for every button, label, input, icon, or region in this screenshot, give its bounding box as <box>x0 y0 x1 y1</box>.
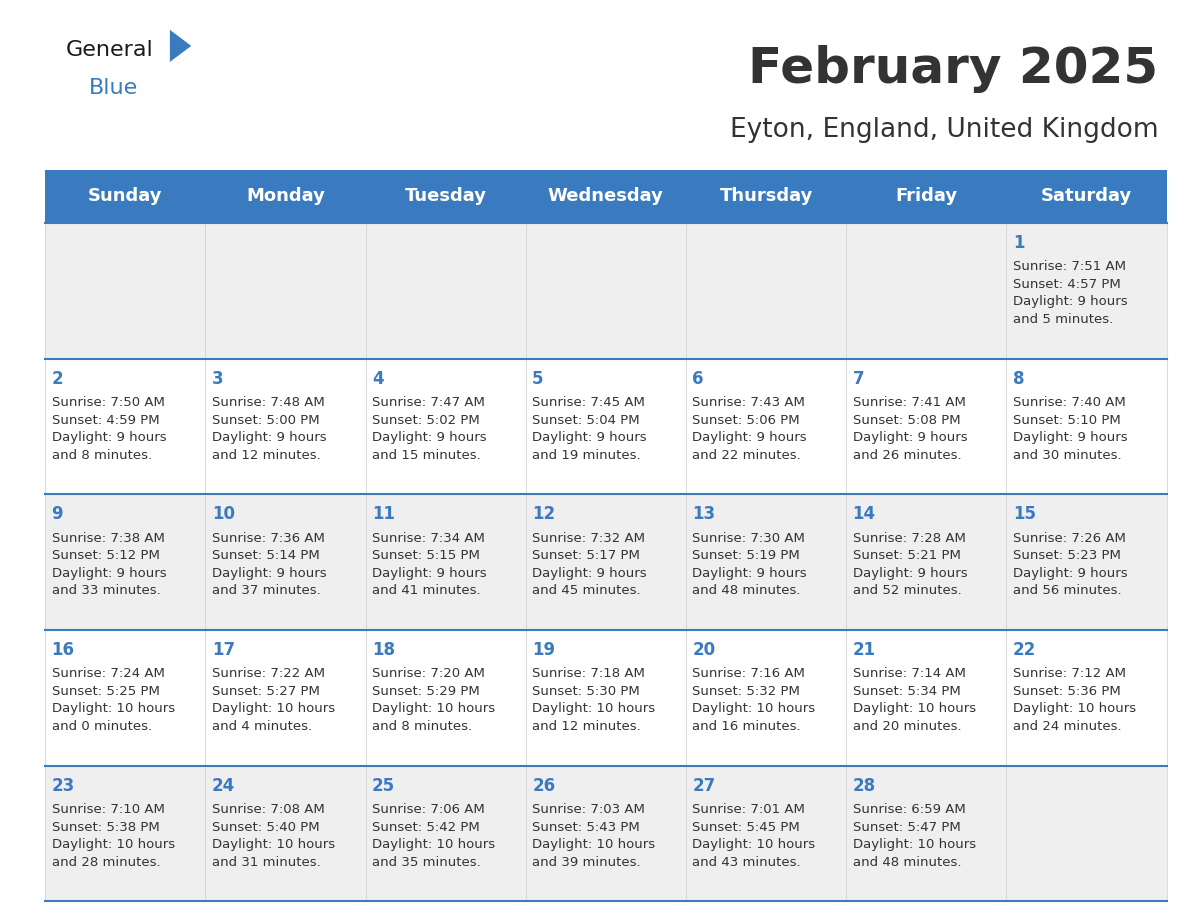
Text: 22: 22 <box>1013 641 1036 659</box>
Bar <box>45 359 1167 495</box>
Text: Eyton, England, United Kingdom: Eyton, England, United Kingdom <box>729 118 1158 143</box>
Bar <box>45 766 1167 901</box>
Text: Monday: Monday <box>246 187 324 206</box>
Text: Sunrise: 7:16 AM
Sunset: 5:32 PM
Daylight: 10 hours
and 16 minutes.: Sunrise: 7:16 AM Sunset: 5:32 PM Dayligh… <box>693 667 815 733</box>
Bar <box>45 495 1167 630</box>
Text: 12: 12 <box>532 505 555 523</box>
Text: Sunrise: 7:08 AM
Sunset: 5:40 PM
Daylight: 10 hours
and 31 minutes.: Sunrise: 7:08 AM Sunset: 5:40 PM Dayligh… <box>211 803 335 868</box>
Text: Sunrise: 6:59 AM
Sunset: 5:47 PM
Daylight: 10 hours
and 48 minutes.: Sunrise: 6:59 AM Sunset: 5:47 PM Dayligh… <box>853 803 975 868</box>
Text: 4: 4 <box>372 370 384 387</box>
Text: Sunrise: 7:45 AM
Sunset: 5:04 PM
Daylight: 9 hours
and 19 minutes.: Sunrise: 7:45 AM Sunset: 5:04 PM Dayligh… <box>532 396 646 462</box>
Text: 28: 28 <box>853 777 876 795</box>
Text: 25: 25 <box>372 777 396 795</box>
Text: Sunrise: 7:22 AM
Sunset: 5:27 PM
Daylight: 10 hours
and 4 minutes.: Sunrise: 7:22 AM Sunset: 5:27 PM Dayligh… <box>211 667 335 733</box>
Text: Sunrise: 7:36 AM
Sunset: 5:14 PM
Daylight: 9 hours
and 37 minutes.: Sunrise: 7:36 AM Sunset: 5:14 PM Dayligh… <box>211 532 327 598</box>
Text: 14: 14 <box>853 505 876 523</box>
Bar <box>206 170 366 223</box>
Text: 5: 5 <box>532 370 544 387</box>
Text: 9: 9 <box>51 505 63 523</box>
Text: Sunrise: 7:03 AM
Sunset: 5:43 PM
Daylight: 10 hours
and 39 minutes.: Sunrise: 7:03 AM Sunset: 5:43 PM Dayligh… <box>532 803 656 868</box>
Text: Sunrise: 7:32 AM
Sunset: 5:17 PM
Daylight: 9 hours
and 45 minutes.: Sunrise: 7:32 AM Sunset: 5:17 PM Dayligh… <box>532 532 646 598</box>
Text: Sunrise: 7:41 AM
Sunset: 5:08 PM
Daylight: 9 hours
and 26 minutes.: Sunrise: 7:41 AM Sunset: 5:08 PM Dayligh… <box>853 396 967 462</box>
Text: Sunrise: 7:40 AM
Sunset: 5:10 PM
Daylight: 9 hours
and 30 minutes.: Sunrise: 7:40 AM Sunset: 5:10 PM Dayligh… <box>1013 396 1127 462</box>
Text: Saturday: Saturday <box>1041 187 1132 206</box>
Text: 10: 10 <box>211 505 235 523</box>
Text: 3: 3 <box>211 370 223 387</box>
Text: Sunrise: 7:38 AM
Sunset: 5:12 PM
Daylight: 9 hours
and 33 minutes.: Sunrise: 7:38 AM Sunset: 5:12 PM Dayligh… <box>51 532 166 598</box>
Bar <box>1006 170 1167 223</box>
Text: 18: 18 <box>372 641 394 659</box>
Text: Wednesday: Wednesday <box>548 187 664 206</box>
Text: Blue: Blue <box>89 78 138 98</box>
Text: 11: 11 <box>372 505 394 523</box>
Polygon shape <box>170 29 191 62</box>
Text: 23: 23 <box>51 777 75 795</box>
Text: Sunrise: 7:47 AM
Sunset: 5:02 PM
Daylight: 9 hours
and 15 minutes.: Sunrise: 7:47 AM Sunset: 5:02 PM Dayligh… <box>372 396 487 462</box>
Text: 27: 27 <box>693 777 715 795</box>
Text: Sunrise: 7:10 AM
Sunset: 5:38 PM
Daylight: 10 hours
and 28 minutes.: Sunrise: 7:10 AM Sunset: 5:38 PM Dayligh… <box>51 803 175 868</box>
Bar <box>366 170 526 223</box>
Text: 7: 7 <box>853 370 864 387</box>
Text: Friday: Friday <box>896 187 958 206</box>
Text: 19: 19 <box>532 641 555 659</box>
Text: Sunrise: 7:30 AM
Sunset: 5:19 PM
Daylight: 9 hours
and 48 minutes.: Sunrise: 7:30 AM Sunset: 5:19 PM Dayligh… <box>693 532 807 598</box>
Text: 6: 6 <box>693 370 704 387</box>
Text: Sunrise: 7:06 AM
Sunset: 5:42 PM
Daylight: 10 hours
and 35 minutes.: Sunrise: 7:06 AM Sunset: 5:42 PM Dayligh… <box>372 803 495 868</box>
Text: 13: 13 <box>693 505 715 523</box>
Text: Sunrise: 7:26 AM
Sunset: 5:23 PM
Daylight: 9 hours
and 56 minutes.: Sunrise: 7:26 AM Sunset: 5:23 PM Dayligh… <box>1013 532 1127 598</box>
Text: February 2025: February 2025 <box>748 45 1158 93</box>
Text: 21: 21 <box>853 641 876 659</box>
Text: Sunrise: 7:28 AM
Sunset: 5:21 PM
Daylight: 9 hours
and 52 minutes.: Sunrise: 7:28 AM Sunset: 5:21 PM Dayligh… <box>853 532 967 598</box>
Text: Sunrise: 7:20 AM
Sunset: 5:29 PM
Daylight: 10 hours
and 8 minutes.: Sunrise: 7:20 AM Sunset: 5:29 PM Dayligh… <box>372 667 495 733</box>
Text: Sunrise: 7:18 AM
Sunset: 5:30 PM
Daylight: 10 hours
and 12 minutes.: Sunrise: 7:18 AM Sunset: 5:30 PM Dayligh… <box>532 667 656 733</box>
Text: 15: 15 <box>1013 505 1036 523</box>
Text: Thursday: Thursday <box>720 187 813 206</box>
Text: 2: 2 <box>51 370 63 387</box>
Text: Sunrise: 7:34 AM
Sunset: 5:15 PM
Daylight: 9 hours
and 41 minutes.: Sunrise: 7:34 AM Sunset: 5:15 PM Dayligh… <box>372 532 487 598</box>
Text: General: General <box>65 39 153 60</box>
Text: Sunrise: 7:50 AM
Sunset: 4:59 PM
Daylight: 9 hours
and 8 minutes.: Sunrise: 7:50 AM Sunset: 4:59 PM Dayligh… <box>51 396 166 462</box>
Text: Sunrise: 7:14 AM
Sunset: 5:34 PM
Daylight: 10 hours
and 20 minutes.: Sunrise: 7:14 AM Sunset: 5:34 PM Dayligh… <box>853 667 975 733</box>
Bar <box>45 630 1167 766</box>
Text: 20: 20 <box>693 641 715 659</box>
Text: Tuesday: Tuesday <box>405 187 487 206</box>
Text: 8: 8 <box>1013 370 1024 387</box>
Text: Sunday: Sunday <box>88 187 163 206</box>
Text: Sunrise: 7:51 AM
Sunset: 4:57 PM
Daylight: 9 hours
and 5 minutes.: Sunrise: 7:51 AM Sunset: 4:57 PM Dayligh… <box>1013 261 1127 326</box>
Text: Sunrise: 7:24 AM
Sunset: 5:25 PM
Daylight: 10 hours
and 0 minutes.: Sunrise: 7:24 AM Sunset: 5:25 PM Dayligh… <box>51 667 175 733</box>
Text: 17: 17 <box>211 641 235 659</box>
Bar <box>45 223 1167 359</box>
Text: Sunrise: 7:48 AM
Sunset: 5:00 PM
Daylight: 9 hours
and 12 minutes.: Sunrise: 7:48 AM Sunset: 5:00 PM Dayligh… <box>211 396 327 462</box>
Bar <box>526 170 685 223</box>
Bar <box>45 170 206 223</box>
Text: 26: 26 <box>532 777 555 795</box>
Bar <box>846 170 1006 223</box>
Text: 24: 24 <box>211 777 235 795</box>
Text: Sunrise: 7:43 AM
Sunset: 5:06 PM
Daylight: 9 hours
and 22 minutes.: Sunrise: 7:43 AM Sunset: 5:06 PM Dayligh… <box>693 396 807 462</box>
Text: 1: 1 <box>1013 234 1024 252</box>
Text: Sunrise: 7:12 AM
Sunset: 5:36 PM
Daylight: 10 hours
and 24 minutes.: Sunrise: 7:12 AM Sunset: 5:36 PM Dayligh… <box>1013 667 1136 733</box>
Bar <box>685 170 846 223</box>
Text: 16: 16 <box>51 641 75 659</box>
Text: Sunrise: 7:01 AM
Sunset: 5:45 PM
Daylight: 10 hours
and 43 minutes.: Sunrise: 7:01 AM Sunset: 5:45 PM Dayligh… <box>693 803 815 868</box>
